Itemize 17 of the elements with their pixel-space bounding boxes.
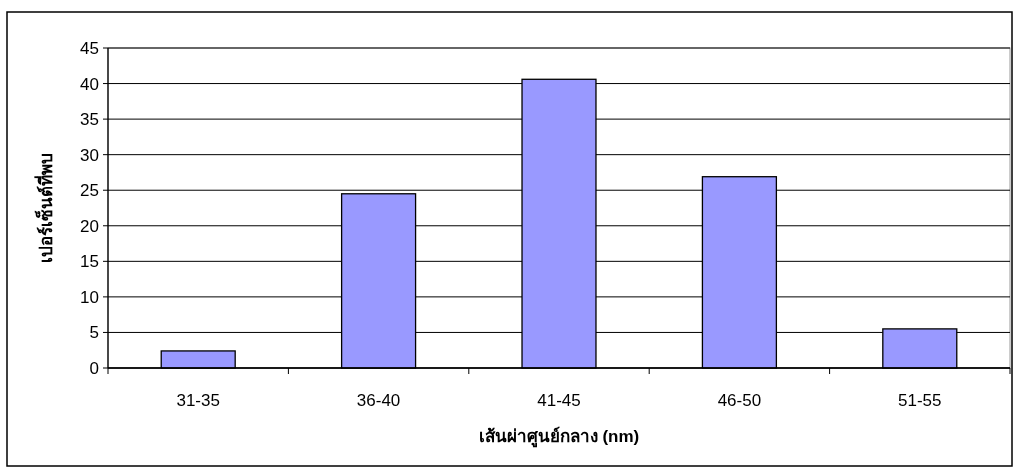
x-tick-label: 36-40 xyxy=(356,391,401,410)
x-tick-label: 46-50 xyxy=(717,391,762,410)
y-tick-label: 30 xyxy=(80,145,99,165)
y-tick-label: 5 xyxy=(89,323,99,343)
y-tick-label: 45 xyxy=(80,39,99,58)
y-tick-label: 40 xyxy=(80,74,99,94)
y-tick-label: 0 xyxy=(89,359,99,378)
y-tick-label: 10 xyxy=(80,287,99,307)
x-tick-label: 41-45 xyxy=(537,391,581,410)
x-tick-label: 51-55 xyxy=(898,391,942,410)
y-tick-label: 35 xyxy=(80,110,99,130)
x-axis-title: เส้นผ่าศูนย์กลาง (nm) xyxy=(478,426,640,448)
y-tick-label: 15 xyxy=(80,252,99,272)
y-axis-title: เปอร์เซ็นต์ที่พบ xyxy=(34,153,56,263)
x-tick-label: 31-35 xyxy=(176,391,220,410)
y-tick-label: 25 xyxy=(80,181,99,201)
y-tick-label: 20 xyxy=(80,216,99,236)
